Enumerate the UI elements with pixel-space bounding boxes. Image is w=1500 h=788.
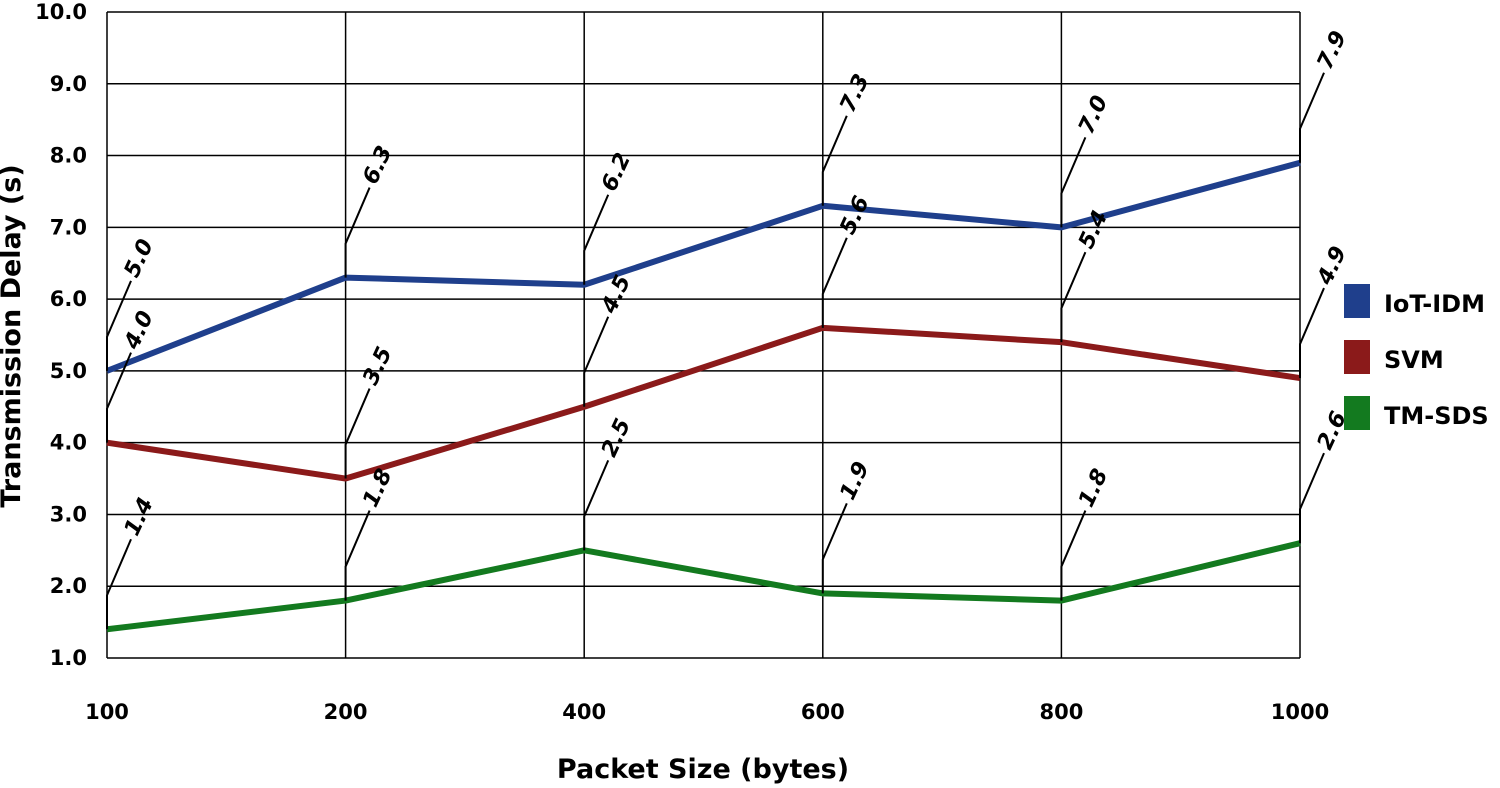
- legend-label: SVM: [1384, 346, 1444, 374]
- y-tick-label: 5.0: [50, 359, 87, 383]
- leader-line: [344, 388, 371, 479]
- x-tick-labels: 100 200 400 600 800 1000: [85, 700, 1329, 724]
- leader-line: [1299, 72, 1325, 163]
- data-label: 6.3: [358, 142, 397, 188]
- data-label: 3.5: [358, 343, 397, 389]
- y-tick-label: 2.0: [50, 574, 87, 598]
- legend-label: IoT-IDM: [1384, 290, 1485, 318]
- data-label: 4.9: [1312, 243, 1352, 290]
- y-tick-label: 1.0: [50, 646, 87, 670]
- data-label: 7.3: [836, 70, 875, 116]
- leader-line: [583, 194, 610, 285]
- y-tick-labels: 1.0 2.0 3.0 4.0 5.0 6.0 7.0 8.0 9.0 10.0: [35, 0, 87, 670]
- series-line-tm-sds: [106, 540, 1301, 633]
- series-line-iot-idm: [105, 159, 1301, 374]
- data-labels: 5.06.3 6.27.3 7.07.94.03.54.55.6 5.44.91.41…: [106, 27, 1352, 630]
- leader-line: [106, 352, 132, 443]
- data-label: 5.6: [836, 192, 875, 238]
- legend-swatch: [1344, 340, 1370, 374]
- leader-line: [1060, 510, 1087, 601]
- series-lines: [105, 159, 1301, 633]
- y-tick-label: 7.0: [50, 215, 87, 239]
- x-tick-label: 600: [801, 700, 845, 724]
- x-axis-title: Packet Size (bytes): [557, 754, 849, 785]
- data-label: 2.5: [597, 415, 636, 461]
- legend-swatch: [1344, 396, 1370, 430]
- legend: IoT-IDM SVM TM-SDS: [1344, 284, 1489, 430]
- data-label: 5.0: [120, 236, 159, 282]
- y-axis-title: Transmission Delay (s): [0, 164, 27, 507]
- leader-line: [344, 187, 371, 278]
- leader-line: [1299, 287, 1325, 379]
- x-tick-label: 800: [1039, 700, 1083, 724]
- leader-line: [821, 503, 848, 594]
- legend-label: TM-SDS: [1384, 402, 1489, 430]
- leader-line: [1060, 251, 1087, 343]
- leader-line: [106, 280, 132, 371]
- leader-line: [1299, 452, 1325, 544]
- x-tick-label: 100: [85, 700, 129, 724]
- y-tick-label: 9.0: [50, 72, 87, 96]
- x-tick-label: 1000: [1271, 700, 1329, 724]
- leader-line: [583, 316, 610, 407]
- leader-line: [583, 459, 610, 551]
- y-tick-label: 4.0: [50, 431, 87, 455]
- leader-line: [821, 115, 848, 206]
- leader-line: [344, 510, 371, 601]
- data-label: 1.4: [120, 494, 159, 540]
- leader-line: [1060, 136, 1087, 228]
- grid: [106, 11, 1301, 659]
- leader-line: [106, 538, 132, 630]
- data-label: 7.0: [1074, 92, 1113, 138]
- data-label: 7.9: [1313, 27, 1352, 73]
- y-tick-label: 3.0: [50, 502, 87, 526]
- x-tick-label: 400: [562, 700, 606, 724]
- y-tick-label: 6.0: [50, 287, 87, 311]
- x-tick-label: 200: [324, 700, 368, 724]
- data-label: 1.8: [1074, 465, 1113, 511]
- series-line-svm: [106, 324, 1301, 482]
- data-label: 4.0: [119, 307, 159, 354]
- data-label: 1.9: [836, 458, 875, 504]
- leader-line: [821, 237, 848, 328]
- y-tick-label: 10.0: [35, 0, 87, 24]
- y-tick-label: 8.0: [50, 144, 87, 168]
- legend-swatch: [1344, 284, 1370, 318]
